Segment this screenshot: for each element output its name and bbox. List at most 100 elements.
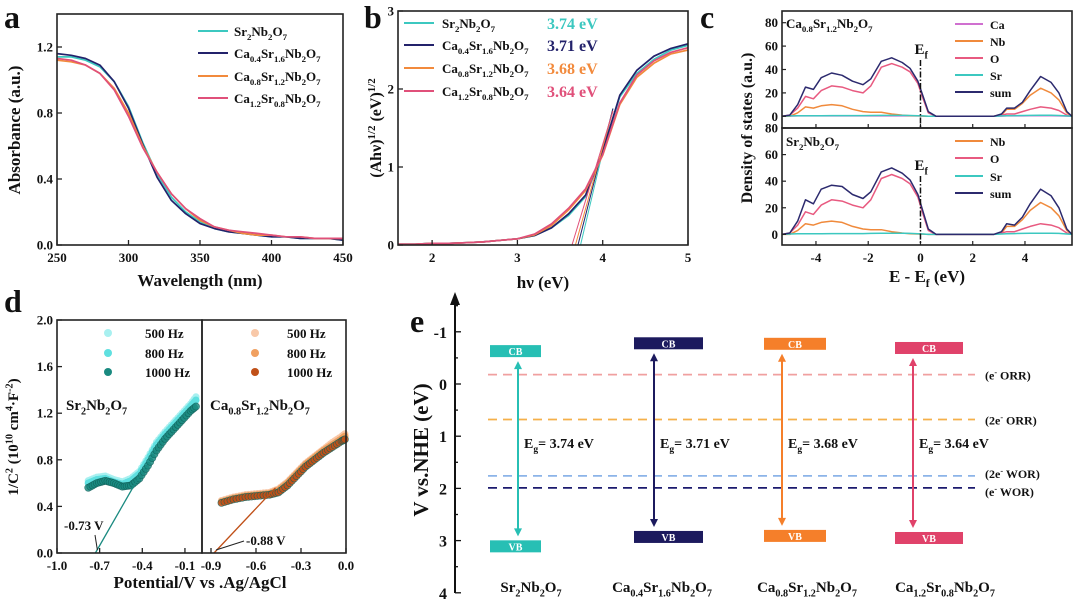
fermi-label: Ef​ [914,42,928,62]
panel-label: d [4,283,22,319]
x-axis-label: hν (eV) [517,273,569,292]
data-point [192,402,200,411]
y-tick-label: 80 [765,15,778,30]
panel-b-tauc-plot: b 2 3 4 5 0 1 2 3 hν (eV) (Ahν)1/2 (eV)1/2​ Sr2Nb2O… [364,0,692,292]
cb-label: CB [509,347,523,358]
x-tick-label: -2 [863,250,874,265]
x-tick-label: -0.6 [246,558,267,573]
plot-frame [397,10,689,246]
plot-frame [201,319,347,554]
y-tick-label: 60 [765,147,778,162]
band-gap-value: 3.64 eV [547,84,598,101]
legend-label: Ca0.4Sr1.6Nb2O7​ [234,46,321,64]
subplot-title: Sr2Nb2O7​ [786,134,840,152]
arrow-down-icon [909,519,917,528]
series-line-1 [56,52,344,241]
band-gap-label: Eg= 3.64 eV [919,437,989,455]
dos-line-sr [781,114,1073,118]
intercept-arrow [215,540,245,551]
band-gap-label: Eg= 3.68 eV [788,437,858,455]
x-axis-label: Potential/V vs .Ag/AgCl [114,573,287,592]
y-tick-label: 1 [388,160,395,175]
x-tick-label: -0.9 [201,558,222,573]
conduction-band-box [895,341,963,354]
material-name: Sr2Nb2O7​ [500,580,561,600]
cb-label: CB [922,344,936,355]
legend-label: Sr2Nb2O7​ [442,16,496,34]
valence-band-box [490,540,541,553]
band-gap-label: Eg= 3.71 eV [660,437,730,455]
x-tick-label: 450 [333,250,353,265]
band-gap-value: 3.68 eV [547,61,598,78]
legend-label: Ca0.4Sr1.6Nb2O7​ [442,38,529,56]
x-tick-label: -0.1 [175,558,196,573]
reference-level-label: (e- WOR) [985,484,1034,499]
y-tick-label: 0.8 [37,452,54,467]
fermi-label: Ef​ [914,158,928,178]
arrow-up-icon [778,353,786,362]
dos-line-o [781,62,1073,118]
legend-label: Ca0.8Sr1.2Nb2O7​ [234,69,321,87]
x-tick-label: -1.0 [47,558,68,573]
arrow-up-icon [650,353,658,362]
x-tick-label: 4 [1022,250,1029,265]
legend-marker [251,368,259,376]
legend-label: Ca [990,18,1005,32]
data-point [340,435,349,444]
dos-line-sum [781,167,1073,236]
x-tick-label: 4 [599,250,606,265]
y-axis-label: Absorbance (a.u.) [5,66,24,195]
y-axis-arrow-icon [450,292,460,305]
y-tick-label: 20 [765,85,778,100]
intercept-label: -0.73 V [64,518,104,533]
data-point [192,396,200,404]
panel-a-absorbance: a 250 300 350 400 450 0.0 0.4 0.8 1.2 Wavelength (… [4,0,353,290]
band-gap-label: Eg= 3.74 eV [524,437,594,455]
arrow-down-icon [778,517,786,526]
x-axis-label: Wavelength (nm) [137,271,262,290]
dos-line-sr [781,232,1073,236]
y-tick-label: 3 [388,4,395,19]
conduction-band-box [490,345,541,358]
y-tick-label: 4 [439,586,447,603]
legend-label: sum [990,187,1011,201]
legend-label: Sr [990,170,1003,184]
legend-label: O [990,52,999,66]
y-tick-label: 80 [765,121,778,136]
subplot-title: Ca0.8Sr1.2Nb2O7​ [210,398,310,418]
y-tick-label: 1.6 [37,359,54,374]
y-tick-label: 0 [388,238,395,253]
cb-label: CB [788,340,802,351]
y-tick-label: 1 [439,429,447,446]
panel-label: c [700,0,714,35]
fit-line [94,475,141,554]
y-tick-label: 3 [439,534,447,551]
reference-level-label: (2e- ORR) [985,413,1037,428]
arrow-down-icon [650,518,658,527]
material-name: Ca1.2Sr0.8Nb2O7​ [895,580,995,600]
arrow-down-icon [514,528,522,537]
legend-label: Ca0.8Sr1.2Nb2O7​ [442,61,529,79]
legend-marker [251,329,259,337]
band-gap-value: 3.74 eV [547,16,598,33]
conduction-band-box [764,337,826,350]
material-name: Ca0.8Sr1.2Nb2O7​ [757,580,857,600]
vb-label: VB [662,533,676,544]
y-tick-label: 2 [439,481,447,498]
fit-line [213,487,276,554]
legend-label: Ca1.2Sr0.8Nb2O7​ [442,84,529,102]
x-tick-label: 300 [119,250,139,265]
plot-frame [781,127,1073,246]
legend-label: Nb [990,135,1006,149]
panel-label: e [410,303,424,339]
intercept-label: -0.88 V [246,533,286,548]
y-tick-label: -1 [434,325,447,342]
x-tick-label: 3 [514,250,521,265]
valence-band-box [895,531,963,544]
legend-marker [104,368,112,376]
legend-label: Sr [990,69,1003,83]
y-axis-label: Density of states (a.u.) [739,53,756,204]
y-tick-label: 1.2 [37,406,53,421]
intercept-arrow [94,534,98,551]
